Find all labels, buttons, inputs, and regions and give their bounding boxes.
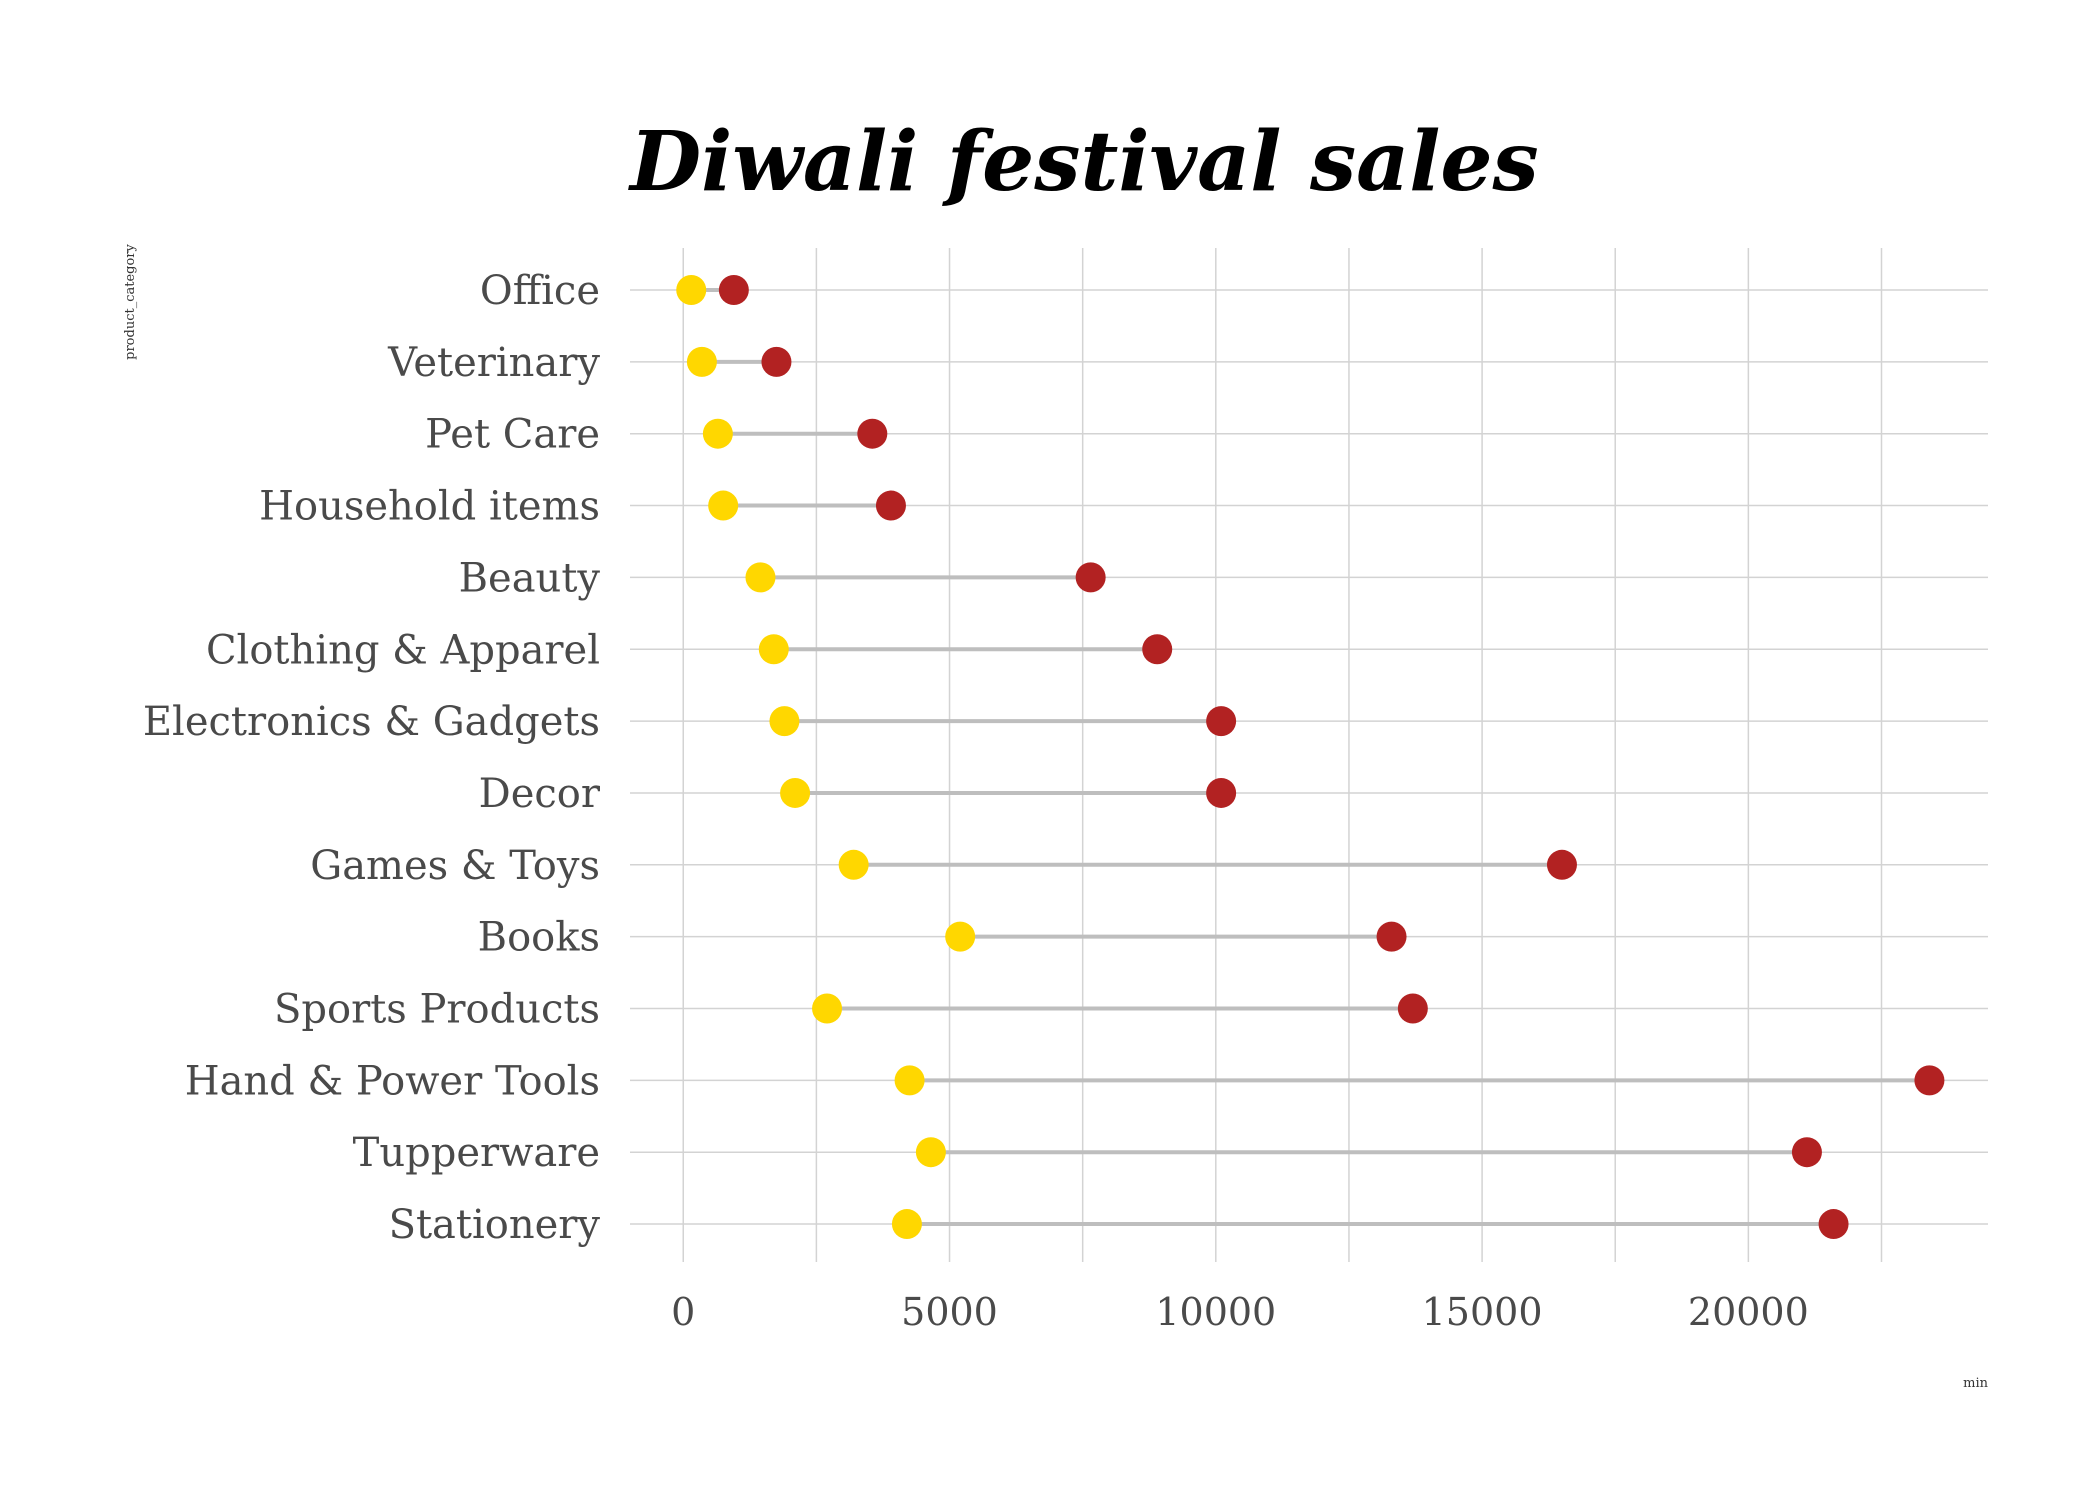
dot-series-1 xyxy=(769,706,800,737)
x-tick-label: 15000 xyxy=(1422,1290,1543,1334)
dot-series-1 xyxy=(945,921,976,952)
dot-series-1 xyxy=(676,275,707,305)
category-label: Pet Care xyxy=(425,412,600,458)
x-axis-title: min xyxy=(1963,1376,1988,1391)
category-label: Games & Toys xyxy=(310,843,600,889)
category-label: Hand & Power Tools xyxy=(185,1058,600,1104)
x-tick-label: 5000 xyxy=(901,1290,998,1334)
category-label: Veterinary xyxy=(387,340,600,386)
chart-title: Diwali festival sales xyxy=(628,114,1539,210)
dot-series-1 xyxy=(758,634,789,665)
grid xyxy=(630,248,1988,1262)
dot-series-2 xyxy=(857,418,888,449)
dot-series-2 xyxy=(1376,921,1407,952)
x-tick-label: 20000 xyxy=(1688,1290,1809,1334)
dot-series-1 xyxy=(780,777,811,808)
dot-series-2 xyxy=(1818,1209,1849,1240)
category-label: Tupperware xyxy=(353,1130,600,1176)
dot-series-2 xyxy=(1546,849,1577,880)
dots xyxy=(676,275,1945,1240)
dot-series-2 xyxy=(1075,562,1106,593)
dot-series-2 xyxy=(1206,777,1237,808)
dot-series-2 xyxy=(1397,993,1428,1024)
dot-series-1 xyxy=(812,993,843,1024)
y-axis-title: product_category xyxy=(123,243,138,359)
dot-series-1 xyxy=(745,562,776,593)
dot-series-1 xyxy=(894,1065,925,1096)
connectors xyxy=(691,288,1930,1227)
dot-series-1 xyxy=(702,418,733,449)
category-labels: Office Veterinary Pet Care Household items B… xyxy=(143,268,601,1248)
dot-series-2 xyxy=(1791,1137,1822,1168)
dot-series-2 xyxy=(1914,1065,1945,1096)
x-tick-label: 10000 xyxy=(1155,1290,1276,1334)
dot-series-1 xyxy=(838,849,869,880)
x-tick-label: 0 xyxy=(671,1290,695,1334)
dot-series-2 xyxy=(718,275,749,305)
category-label: Stationery xyxy=(389,1202,601,1248)
dot-series-1 xyxy=(686,346,717,377)
x-tick-labels: 0 5000 10000 15000 20000 xyxy=(671,1290,1809,1334)
category-label: Beauty xyxy=(459,555,601,601)
dot-series-2 xyxy=(761,346,792,377)
dot-series-1 xyxy=(891,1209,922,1240)
dot-series-2 xyxy=(1142,634,1173,665)
category-label: Decor xyxy=(479,771,601,817)
dot-series-1 xyxy=(708,490,739,521)
category-label: Books xyxy=(478,915,600,961)
category-label: Sports Products xyxy=(274,987,600,1033)
category-label: Electronics & Gadgets xyxy=(143,699,600,745)
dot-series-2 xyxy=(1206,706,1237,737)
category-label: Household items xyxy=(259,484,600,530)
category-label: Clothing & Apparel xyxy=(206,627,600,673)
dot-series-2 xyxy=(875,490,906,521)
category-label: Office xyxy=(480,268,600,314)
dot-series-1 xyxy=(915,1137,946,1168)
